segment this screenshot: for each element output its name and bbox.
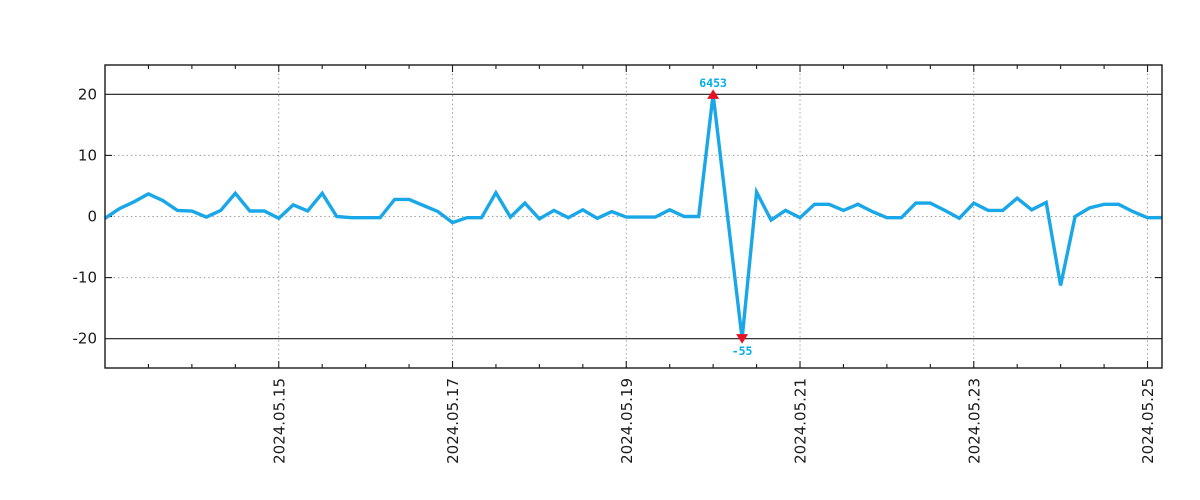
svg-text:2024.05.19: 2024.05.19	[618, 378, 636, 464]
y-tick-labels: 20 10 0 -10 -20	[73, 85, 98, 347]
svg-text:10: 10	[78, 146, 97, 164]
annotations: 6453 -55	[699, 76, 752, 358]
svg-text:2024.05.15: 2024.05.15	[270, 378, 288, 464]
svg-text:20: 20	[78, 85, 97, 103]
annotation-value-label: -55	[732, 344, 753, 358]
svg-text:2024.05.23: 2024.05.23	[965, 378, 983, 464]
clip-limit-lines	[105, 93, 1162, 340]
plot-frame	[104, 64, 1163, 369]
triangle-up-marker	[707, 89, 720, 99]
svg-text:0: 0	[87, 208, 97, 226]
svg-text:-10: -10	[73, 269, 98, 287]
annotation-value-label: 6453	[699, 76, 727, 90]
svg-text:2024.05.17: 2024.05.17	[444, 378, 462, 464]
svg-text:2024.05.25: 2024.05.25	[1139, 378, 1157, 464]
svg-text:2024.05.21: 2024.05.21	[792, 378, 810, 464]
series-line	[104, 94, 1162, 339]
svg-text:-20: -20	[73, 330, 98, 348]
triangle-down-marker	[736, 334, 749, 344]
x-tick-labels: 2024.05.15 2024.05.17 2024.05.19 2024.05.21…	[270, 378, 1157, 464]
